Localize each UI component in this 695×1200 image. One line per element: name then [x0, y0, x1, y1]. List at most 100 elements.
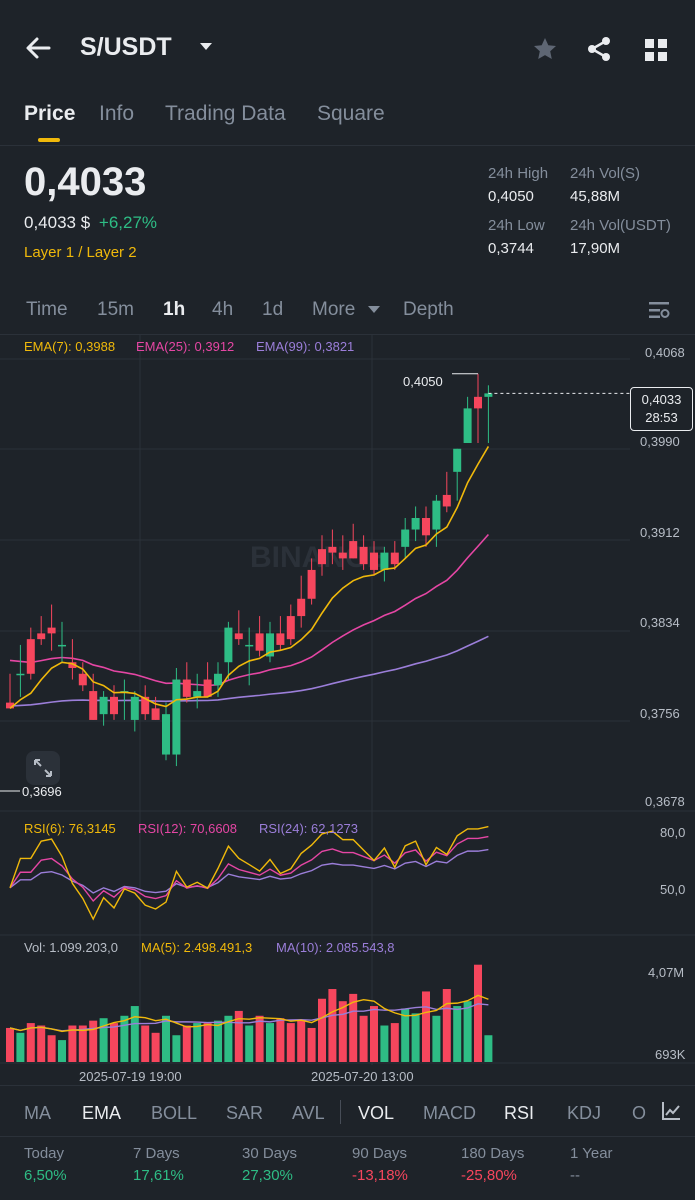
vol-ma5-line [9, 994, 489, 1033]
vol-ma5-label: MA(5): 2.498.491,3 [141, 940, 253, 955]
price-axis-label: 0,3990 [640, 434, 680, 449]
category-tag[interactable]: Layer 1 / Layer 2 [24, 244, 137, 261]
perf-today: Today 6,50% [24, 1145, 67, 1184]
time-axis-label: 2025-07-20 13:00 [311, 1069, 414, 1084]
indicator-boll[interactable]: BOLL [151, 1103, 198, 1123]
last-price: 0,4033 [24, 160, 147, 204]
timeframe-1d[interactable]: 1d [262, 299, 284, 320]
timeframe-15m[interactable]: 15m [97, 299, 134, 320]
candle-body [474, 396, 482, 409]
indicator-kdj[interactable]: KDJ [567, 1103, 602, 1123]
indicator-rsi[interactable]: RSI [504, 1103, 535, 1123]
volume-bar [297, 1020, 306, 1062]
chart-area[interactable]: BINANCE EMA(7): 0,3988 EMA(25): 0,3912 E… [0, 334, 695, 1084]
candle-body [370, 552, 378, 570]
indicator-ma[interactable]: MA [24, 1103, 51, 1123]
candle-body [203, 679, 212, 697]
volume-bar [463, 1001, 472, 1062]
current-price-tag-value: 0,4033 [641, 392, 682, 407]
ema7-line [9, 446, 490, 709]
indicator-vol[interactable]: VOL [358, 1103, 395, 1123]
vol-axis-label: 693K [655, 1047, 686, 1062]
volume-bar [328, 989, 337, 1062]
rsi-axis-label: 50,0 [660, 882, 686, 897]
indicator-more[interactable]: O [632, 1103, 647, 1123]
expand-chart-button[interactable] [26, 751, 60, 785]
perf-value: -25,80% [461, 1167, 517, 1184]
ema25-label: EMA(25): 0,3912 [136, 339, 235, 354]
volume-bar [422, 991, 430, 1062]
current-price-tag: 0,4033 28:53 [630, 387, 693, 431]
candle-body [193, 691, 202, 697]
volume-bar [172, 1035, 181, 1062]
perf-90d: 90 Days -13,18% [352, 1145, 408, 1184]
candle-body [16, 673, 25, 676]
low-value: 0,3744 [488, 240, 534, 257]
timeframe-1h[interactable]: 1h [163, 299, 186, 320]
price-axis-label: 0,3912 [640, 525, 680, 540]
volume-bar [193, 1023, 202, 1062]
candle-body [349, 541, 358, 559]
back-arrow-icon[interactable] [24, 34, 52, 62]
timeframe-time[interactable]: Time [26, 299, 68, 320]
tab-price[interactable]: Price [24, 102, 76, 125]
perf-value: -13,18% [352, 1167, 408, 1184]
tab-trading-data[interactable]: Trading Data [165, 102, 286, 125]
share-icon[interactable] [586, 36, 612, 62]
volume-bar [37, 1025, 46, 1062]
tab-info[interactable]: Info [99, 102, 135, 125]
ema7-label: EMA(7): 0,3988 [24, 339, 116, 354]
grid-menu-icon[interactable] [644, 38, 668, 62]
candle-body [151, 708, 160, 720]
high-label: 24h High [488, 165, 549, 182]
indicator-ema[interactable]: EMA [82, 1103, 122, 1123]
volume-bar [411, 1013, 420, 1062]
candle-body [141, 696, 150, 715]
indicator-macd[interactable]: MACD [423, 1103, 476, 1123]
perf-label: Today [24, 1145, 65, 1162]
candle-body [130, 696, 139, 720]
candle-body [6, 702, 14, 709]
candle-body [47, 627, 56, 634]
timeframe-4h[interactable]: 4h [212, 299, 234, 320]
volume-bar [474, 964, 482, 1062]
volume-bar [442, 989, 451, 1062]
indicator-chart-icon [662, 1102, 680, 1120]
candle-body [37, 633, 46, 640]
rsi12-label: RSI(12): 70,6608 [138, 821, 238, 836]
chart-settings-icon[interactable] [648, 300, 670, 320]
indicator-settings-button[interactable] [650, 1086, 695, 1136]
indicator-avl[interactable]: AVL [292, 1103, 325, 1123]
volume-bar [484, 1035, 493, 1062]
candle-body [422, 518, 430, 536]
candle-body [453, 448, 462, 472]
star-icon[interactable] [532, 36, 558, 62]
page-tabs: Price Info Trading Data Square [0, 96, 695, 146]
tab-square[interactable]: Square [317, 102, 385, 125]
volume-bar [78, 1025, 87, 1062]
price-chart[interactable]: BINANCE [0, 335, 695, 1085]
caret-down-icon[interactable] [199, 42, 213, 52]
candle-body [266, 633, 274, 657]
price-axis-label: 0,3678 [645, 794, 685, 809]
volume-bar [349, 993, 358, 1062]
timeframe-more[interactable]: More [312, 299, 356, 320]
candle-body [58, 644, 66, 647]
timeframe-depth[interactable]: Depth [403, 299, 454, 320]
volume-bar [141, 1025, 150, 1062]
expand-icon [34, 759, 52, 777]
ema99-label: EMA(99): 0,3821 [256, 339, 355, 354]
volume-bar [432, 1015, 441, 1062]
candle-body [78, 673, 87, 686]
volume-bar [370, 1006, 378, 1062]
more-caret-icon[interactable] [368, 306, 380, 314]
indicator-sar[interactable]: SAR [226, 1103, 264, 1123]
candle-body [255, 633, 264, 651]
candle-body [286, 616, 295, 640]
candle-body [318, 549, 326, 565]
vol-usdt-value: 17,90M [570, 240, 621, 257]
pair-title[interactable]: S/USDT [80, 33, 172, 61]
volume-bar [151, 1032, 160, 1062]
candle-body [245, 644, 254, 647]
indicator-divider [340, 1100, 341, 1124]
